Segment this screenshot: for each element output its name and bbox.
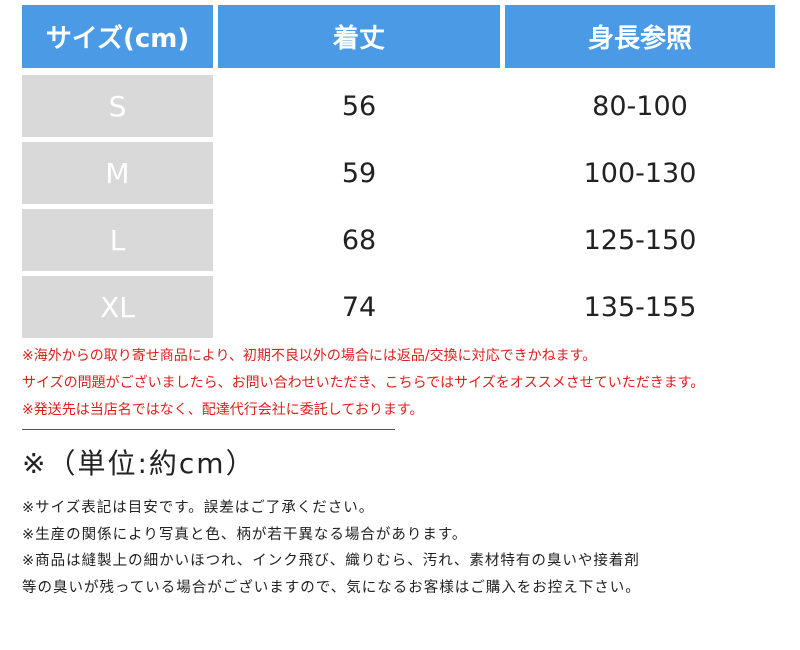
value-cell: 68	[341, 224, 377, 256]
size-cell: S	[22, 75, 213, 137]
warning-text: ※海外からの取り寄せ商品により、初期不良以外の場合には返品/交換に対応できかねま…	[22, 348, 597, 364]
warning-text: ※発送先は当店名ではなく、配達代行会社に委託しております。	[22, 402, 424, 418]
note-text: 等の臭いが残っている場合がございますので、気になるお客様はご購入をお控え下さい。	[22, 579, 641, 596]
value-cell: 74	[341, 291, 377, 323]
value-cell: 135-155	[583, 291, 697, 323]
size-cell: XL	[22, 276, 213, 338]
value-cell: 56	[341, 90, 377, 122]
note-text: ※生産の関係により写真と色、柄が若干異なる場合があります。	[22, 526, 468, 543]
divider	[22, 429, 395, 430]
value-cell: 59	[341, 157, 377, 189]
note-text: ※サイズ表記は目安です。誤差はご了承ください。	[22, 500, 375, 516]
note-text: ※商品は縫製上の細かいほつれ、インク飛び、織りむら、汚れ、素材特有の臭いや接着剤	[22, 553, 640, 569]
size-cell: M	[22, 142, 213, 204]
value-cell: 80-100	[592, 90, 688, 122]
header-cell: サイズ(cm)	[22, 5, 213, 68]
warning-text: サイズの問題がございましたら、お問い合わせいただき、こちらではサイズをオススメさ…	[22, 375, 705, 391]
unit-label: ※（単位:約cm）	[22, 447, 256, 480]
header-cell: 着丈	[218, 5, 500, 68]
value-cell: 125-150	[583, 224, 697, 256]
value-cell: 100-130	[583, 157, 697, 189]
size-cell: L	[22, 209, 213, 271]
header-cell: 身長参照	[505, 5, 775, 68]
